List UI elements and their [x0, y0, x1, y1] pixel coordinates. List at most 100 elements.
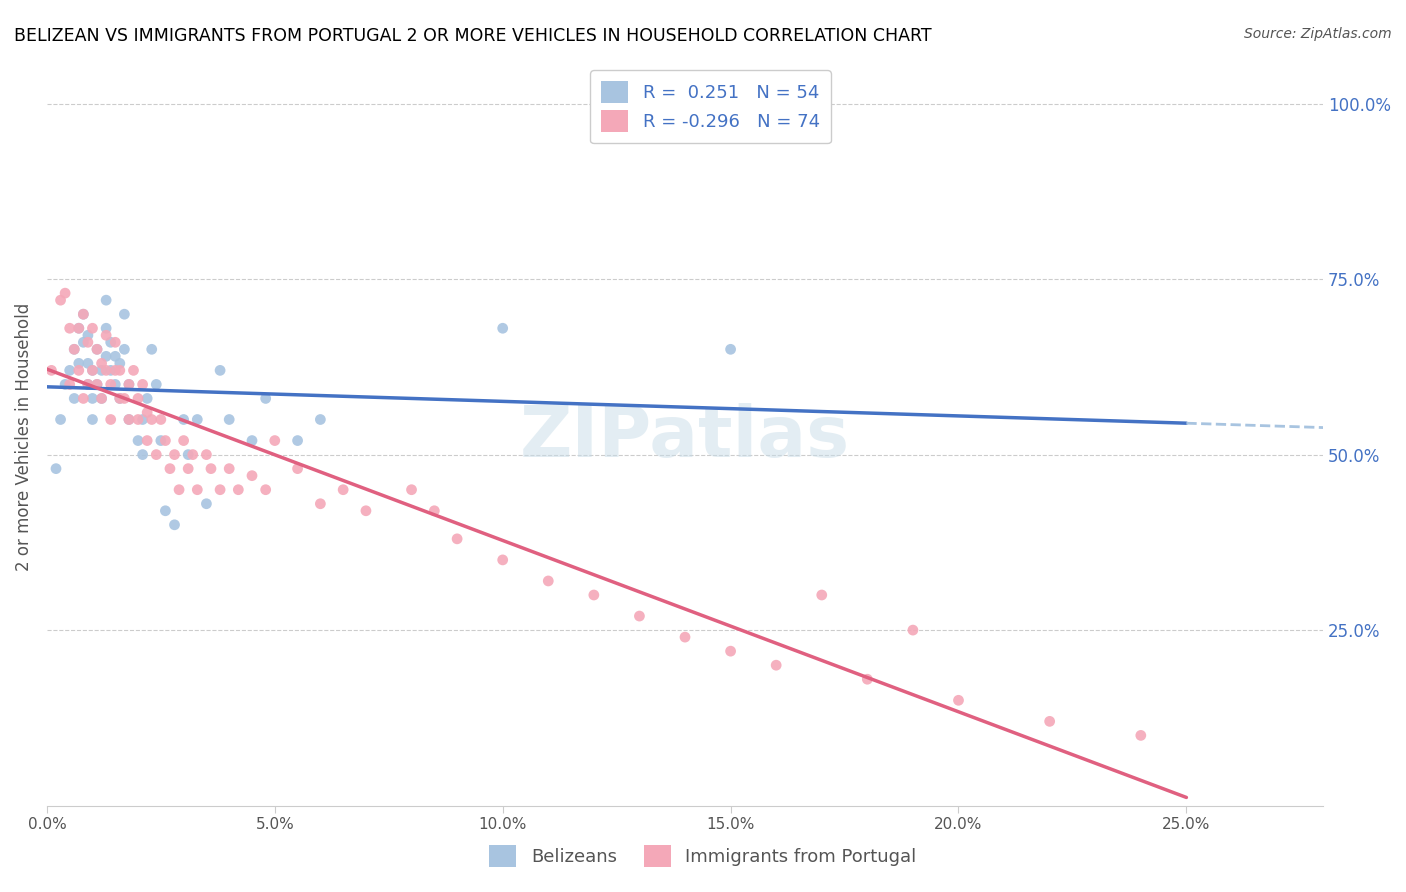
Point — [72, 335, 94, 350]
Point — [492, 553, 515, 567]
Point — [131, 448, 153, 462]
Point — [218, 461, 240, 475]
Point — [287, 461, 309, 475]
Point — [901, 623, 924, 637]
Point — [41, 363, 63, 377]
Point — [122, 363, 145, 377]
Point — [77, 356, 100, 370]
Point — [118, 377, 141, 392]
Point — [492, 321, 515, 335]
Point — [155, 504, 177, 518]
Point — [72, 307, 94, 321]
Point — [141, 343, 163, 357]
Point — [94, 328, 117, 343]
Point — [82, 321, 104, 335]
Point — [810, 588, 832, 602]
Point — [218, 412, 240, 426]
Point — [136, 434, 159, 448]
Point — [240, 434, 263, 448]
Point — [90, 356, 112, 370]
Point — [118, 377, 141, 392]
Point — [173, 412, 195, 426]
Point — [948, 693, 970, 707]
Point — [63, 392, 86, 406]
Point — [177, 448, 200, 462]
Point — [141, 412, 163, 426]
Point — [108, 392, 131, 406]
Point — [53, 377, 76, 392]
Point — [63, 343, 86, 357]
Point — [100, 377, 122, 392]
Point — [94, 321, 117, 335]
Point — [720, 343, 742, 357]
Point — [77, 335, 100, 350]
Text: ZIPatlas: ZIPatlas — [520, 402, 851, 472]
Point — [149, 434, 172, 448]
Point — [104, 377, 127, 392]
Point — [90, 363, 112, 377]
Point — [59, 363, 82, 377]
Point — [49, 412, 72, 426]
Text: Source: ZipAtlas.com: Source: ZipAtlas.com — [1244, 27, 1392, 41]
Point — [200, 461, 222, 475]
Point — [228, 483, 250, 497]
Point — [90, 392, 112, 406]
Point — [100, 335, 122, 350]
Point — [254, 483, 277, 497]
Point — [100, 412, 122, 426]
Point — [100, 363, 122, 377]
Point — [173, 434, 195, 448]
Point — [423, 504, 446, 518]
Point — [628, 609, 651, 624]
Point — [856, 672, 879, 686]
Point — [240, 468, 263, 483]
Point — [186, 483, 208, 497]
Point — [309, 497, 332, 511]
Point — [59, 321, 82, 335]
Point — [131, 412, 153, 426]
Y-axis label: 2 or more Vehicles in Household: 2 or more Vehicles in Household — [15, 303, 32, 571]
Point — [254, 392, 277, 406]
Point — [118, 412, 141, 426]
Point — [149, 412, 172, 426]
Point — [112, 343, 135, 357]
Text: BELIZEAN VS IMMIGRANTS FROM PORTUGAL 2 OR MORE VEHICLES IN HOUSEHOLD CORRELATION: BELIZEAN VS IMMIGRANTS FROM PORTUGAL 2 O… — [14, 27, 932, 45]
Point — [104, 349, 127, 363]
Point — [45, 461, 67, 475]
Point — [86, 343, 108, 357]
Point — [263, 434, 285, 448]
Point — [108, 392, 131, 406]
Point — [67, 321, 90, 335]
Point — [127, 392, 149, 406]
Point — [104, 335, 127, 350]
Point — [673, 630, 696, 644]
Point — [112, 307, 135, 321]
Point — [1129, 728, 1152, 742]
Point — [86, 377, 108, 392]
Point — [67, 363, 90, 377]
Point — [63, 343, 86, 357]
Point — [163, 448, 186, 462]
Point — [67, 321, 90, 335]
Point — [127, 434, 149, 448]
Point — [94, 293, 117, 308]
Point — [108, 363, 131, 377]
Point — [159, 461, 181, 475]
Point — [72, 392, 94, 406]
Point — [145, 448, 167, 462]
Point — [195, 497, 218, 511]
Point — [59, 377, 82, 392]
Point — [136, 405, 159, 419]
Point — [209, 363, 232, 377]
Point — [53, 286, 76, 301]
Point — [104, 363, 127, 377]
Point — [67, 356, 90, 370]
Point — [72, 307, 94, 321]
Point — [186, 412, 208, 426]
Point — [127, 412, 149, 426]
Point — [720, 644, 742, 658]
Point — [77, 377, 100, 392]
Point — [195, 448, 218, 462]
Point — [145, 377, 167, 392]
Point — [86, 377, 108, 392]
